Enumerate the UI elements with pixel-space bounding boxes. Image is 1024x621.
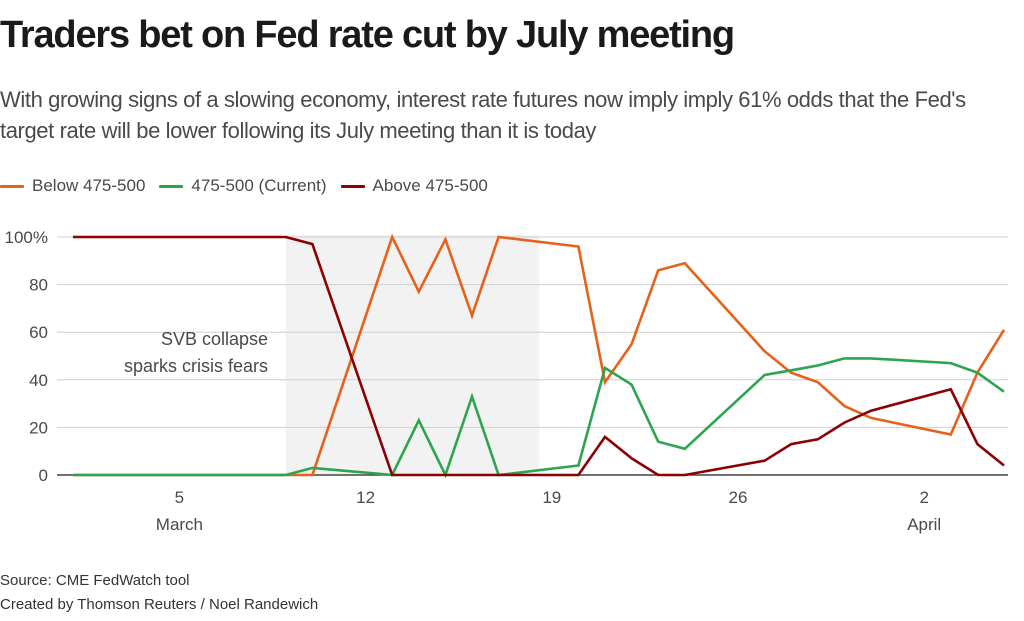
legend-label-above: Above 475-500	[372, 176, 488, 195]
legend-item-above: Above 475-500	[340, 176, 488, 196]
chart-title: Traders bet on Fed rate cut by July meet…	[0, 14, 735, 56]
annotation-line-2: sparks crisis fears	[124, 356, 268, 376]
y-tick-label: 60	[29, 323, 48, 342]
y-tick-label: 0	[39, 466, 48, 485]
y-tick-label: 80	[29, 276, 48, 295]
legend-item-current: 475-500 (Current)	[159, 176, 327, 196]
y-tick-label: 20	[29, 418, 48, 437]
legend-label-current: 475-500 (Current)	[191, 176, 327, 195]
x-tick-label: 2	[919, 488, 928, 507]
series-line-current	[73, 357, 1005, 479]
x-tick-label: 26	[729, 488, 748, 507]
x-tick-month-label: April	[907, 515, 941, 534]
legend-label-below: Below 475-500	[32, 176, 146, 195]
y-tick-label: 100%	[5, 228, 48, 247]
chart-subtitle: With growing signs of a slowing economy,…	[0, 87, 966, 143]
y-tick-label: 40	[29, 371, 48, 390]
x-tick-month-label: March	[156, 515, 203, 534]
legend-swatch-above	[340, 184, 365, 188]
annotation-line-1: SVB collapse	[161, 329, 268, 349]
source-note: Source: CME FedWatch tool	[0, 572, 190, 589]
x-tick-label: 12	[356, 488, 375, 507]
credit-note: Created by Thomson Reuters / Noel Randew…	[0, 596, 319, 613]
x-tick-label: 19	[542, 488, 561, 507]
legend-swatch-current	[159, 184, 184, 188]
legend: Below 475-500 475-500 (Current) Above 47…	[0, 176, 502, 196]
x-tick-label: 5	[175, 488, 184, 507]
series-line-above	[73, 235, 1005, 477]
legend-item-below: Below 475-500	[0, 176, 145, 196]
legend-swatch-below	[0, 184, 24, 188]
